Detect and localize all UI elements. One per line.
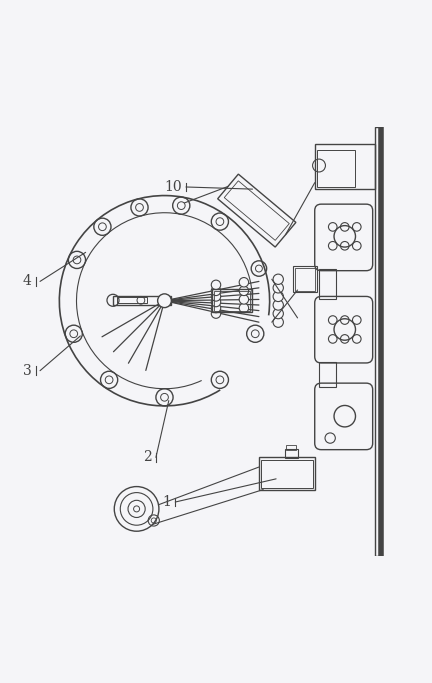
Circle shape	[273, 309, 283, 319]
Circle shape	[239, 277, 249, 287]
Bar	[212, 289, 252, 312]
Circle shape	[273, 283, 283, 293]
Bar	[317, 150, 356, 187]
Bar	[293, 266, 317, 292]
Circle shape	[105, 376, 113, 384]
Circle shape	[178, 201, 185, 210]
Circle shape	[273, 300, 283, 310]
Bar	[285, 449, 298, 458]
Circle shape	[70, 330, 78, 337]
Circle shape	[239, 286, 249, 296]
Circle shape	[251, 330, 259, 337]
Text: 3: 3	[23, 363, 32, 378]
Circle shape	[273, 274, 283, 284]
Circle shape	[211, 286, 221, 296]
Circle shape	[98, 223, 106, 231]
Circle shape	[211, 297, 221, 307]
Bar	[286, 445, 296, 449]
Circle shape	[239, 295, 249, 304]
Circle shape	[273, 291, 283, 302]
Text: 1: 1	[162, 495, 171, 509]
Bar	[117, 297, 147, 303]
Bar	[113, 296, 171, 305]
Bar	[214, 291, 250, 311]
Circle shape	[161, 393, 168, 401]
Text: 2: 2	[143, 450, 152, 464]
Bar	[375, 127, 381, 556]
Bar	[319, 269, 336, 298]
Bar	[261, 460, 313, 488]
Bar	[319, 362, 336, 387]
Bar	[259, 458, 315, 490]
Text: 10: 10	[164, 180, 182, 194]
Circle shape	[211, 303, 221, 313]
Circle shape	[211, 292, 221, 301]
Circle shape	[216, 218, 224, 225]
Circle shape	[136, 204, 143, 211]
Bar	[295, 268, 315, 291]
Bar	[315, 144, 375, 189]
Circle shape	[239, 303, 249, 313]
Circle shape	[73, 256, 81, 264]
Circle shape	[273, 317, 283, 327]
Text: 4: 4	[23, 275, 32, 288]
Circle shape	[216, 376, 224, 384]
Circle shape	[211, 280, 221, 290]
Circle shape	[211, 309, 221, 318]
Circle shape	[158, 294, 172, 307]
